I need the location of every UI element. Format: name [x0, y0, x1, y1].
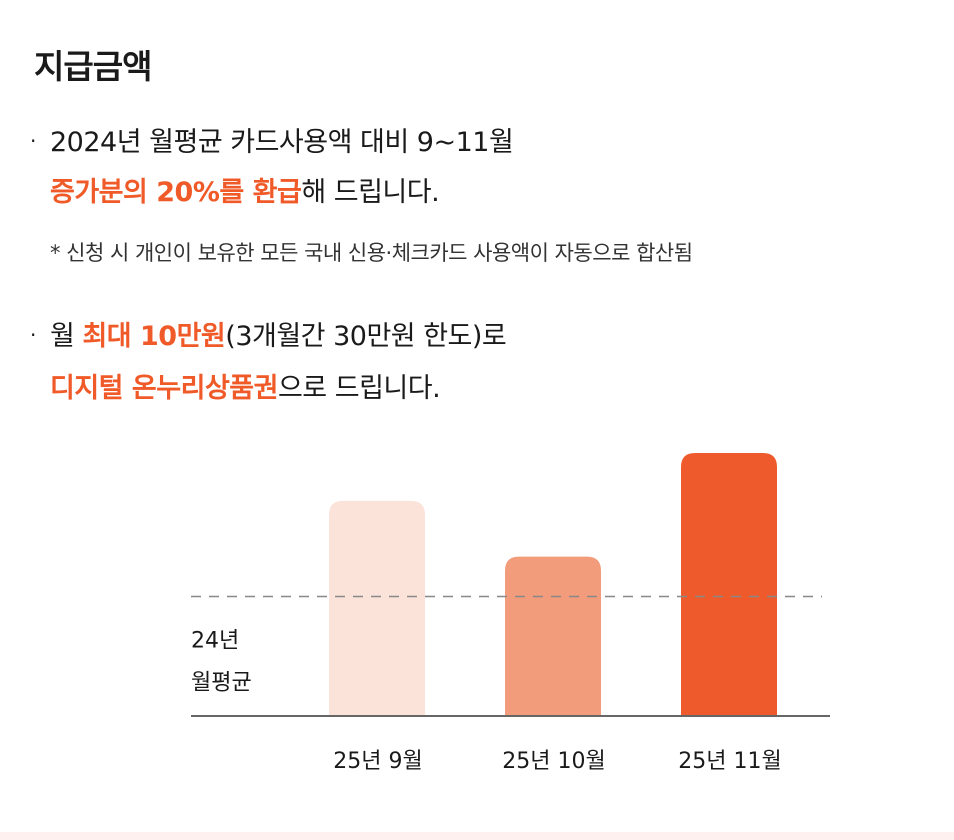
baseline-label-line-1: 24년: [191, 628, 239, 653]
bullet-dot: ·: [30, 323, 36, 347]
bullet-1-line-1: · 2024년 월평균 카드사용액 대비 9~11월: [30, 120, 514, 159]
bullet-1-text: 2024년 월평균 카드사용액 대비 9~11월: [50, 127, 514, 158]
bar-1: [329, 500, 425, 716]
bullet-dot: ·: [30, 129, 36, 153]
bar-2: [505, 556, 601, 716]
x-tick-label-3: 25년 11월: [678, 749, 781, 774]
bullet-2-line-2: 디지털 온누리상품권으로 드립니다.: [50, 366, 441, 405]
x-tick-label-1: 25년 9월: [333, 749, 422, 774]
bars-group: [329, 453, 777, 716]
x-tick-label-2: 25년 10월: [502, 749, 605, 774]
bullet-1-highlight: 증가분의 20%를 환급: [50, 177, 302, 208]
x-tick-labels: 25년 9월 25년 10월 25년 11월: [333, 749, 781, 774]
page-title: 지급금액: [34, 47, 152, 86]
bullet-2-suffix: 으로 드립니다.: [277, 373, 441, 404]
footnote: * 신청 시 개인이 보유한 모든 국내 신용·체크카드 사용액이 자동으로 합…: [50, 241, 693, 265]
bullet-1-line-2: 증가분의 20%를 환급해 드립니다.: [50, 170, 440, 209]
bullet-2-line-1: · 월 최대 10만원(3개월간 30만원 한도)로: [30, 314, 507, 353]
baseline-label-line-2: 월평균: [191, 670, 252, 695]
bullet-2-prefix: 월: [50, 321, 83, 352]
bullet-2-highlight-1: 최대 10만원: [82, 321, 226, 352]
bullet-2-highlight-2: 디지털 온누리상품권: [50, 373, 278, 404]
bullet-1-suffix: 해 드립니다.: [301, 177, 440, 208]
bottom-band: [0, 832, 954, 840]
bullet-2-middle: (3개월간 30만원 한도)로: [225, 321, 507, 352]
bar-3: [681, 453, 777, 716]
